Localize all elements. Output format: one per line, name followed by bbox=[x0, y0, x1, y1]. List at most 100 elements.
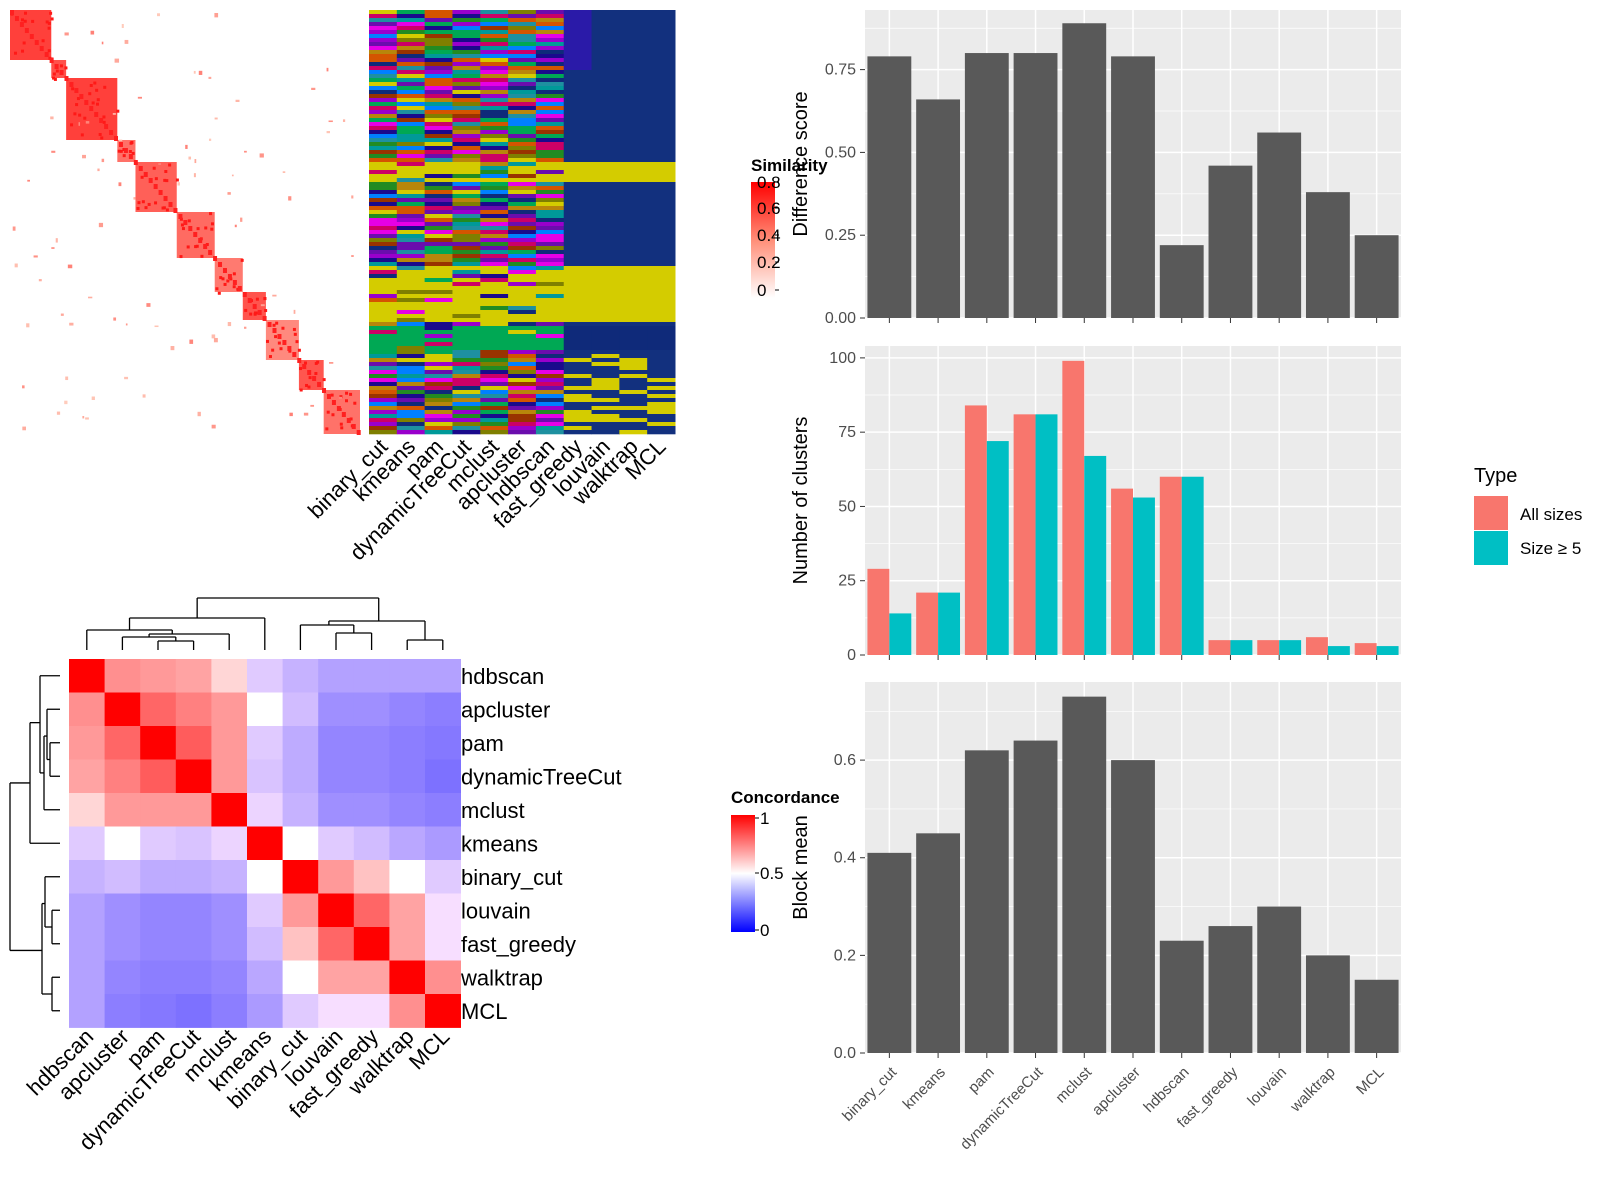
memb-cell bbox=[452, 210, 481, 215]
memb-cell bbox=[508, 166, 537, 171]
memb-cell bbox=[647, 326, 676, 331]
memb-cell bbox=[508, 266, 537, 271]
memb-cell bbox=[508, 250, 537, 255]
memb-cell bbox=[452, 318, 481, 323]
memb-cell bbox=[452, 74, 481, 79]
memb-cell bbox=[508, 342, 537, 347]
memb-cell bbox=[396, 142, 426, 147]
memb-cell bbox=[396, 230, 426, 235]
memb-cell bbox=[563, 78, 593, 83]
memb-cell bbox=[452, 190, 481, 195]
bar-size-ge5 bbox=[889, 613, 912, 655]
concordance-cell bbox=[425, 692, 461, 727]
memb-cell bbox=[369, 74, 398, 79]
memb-cell bbox=[369, 86, 398, 91]
memb-cell bbox=[396, 282, 426, 287]
sim-speck bbox=[240, 217, 243, 222]
memb-cell bbox=[647, 366, 676, 371]
memb-cell bbox=[424, 10, 453, 15]
memb-cell bbox=[369, 374, 398, 379]
memb-cell bbox=[424, 106, 453, 111]
memb-cell bbox=[619, 178, 648, 183]
sim-tick-label: 0 bbox=[757, 281, 766, 300]
memb-cell bbox=[480, 10, 509, 15]
memb-cell bbox=[563, 118, 593, 123]
memb-cell bbox=[591, 370, 620, 375]
sim-speck bbox=[88, 92, 92, 96]
sim-speck bbox=[31, 19, 35, 23]
memb-cell bbox=[535, 246, 565, 251]
concordance-cell bbox=[282, 994, 319, 1028]
concordance-cell bbox=[425, 860, 461, 894]
memb-cell bbox=[508, 206, 537, 211]
sim-speck bbox=[214, 12, 219, 18]
memb-cell bbox=[508, 330, 537, 335]
sim-diag bbox=[158, 190, 163, 195]
memb-cell bbox=[591, 130, 620, 135]
memb-cell bbox=[369, 346, 398, 351]
sim-speck bbox=[277, 341, 281, 345]
bar-size-ge5 bbox=[1279, 640, 1302, 655]
memb-cell bbox=[619, 78, 648, 83]
memb-cell bbox=[591, 118, 620, 123]
memb-cell bbox=[508, 302, 537, 307]
y-tick-label: 0.00 bbox=[825, 310, 856, 327]
memb-cell bbox=[396, 378, 426, 383]
memb-cell bbox=[424, 278, 453, 283]
sim-speck bbox=[232, 285, 236, 289]
sim-speck bbox=[96, 98, 100, 102]
sim-speck bbox=[215, 287, 219, 291]
memb-cell bbox=[591, 134, 620, 139]
memb-cell bbox=[452, 198, 481, 203]
memb-cell bbox=[424, 350, 453, 355]
memb-cell bbox=[535, 402, 565, 407]
memb-cell bbox=[480, 86, 509, 91]
concordance-cell bbox=[389, 759, 426, 794]
concordance-cell bbox=[211, 659, 248, 693]
memb-cell bbox=[563, 346, 593, 351]
memb-cell bbox=[619, 246, 648, 251]
memb-cell bbox=[563, 262, 593, 267]
memb-cell bbox=[369, 218, 398, 223]
concordance-cell bbox=[211, 759, 248, 794]
sim-speck bbox=[223, 282, 227, 286]
bar-all-sizes bbox=[1013, 414, 1036, 655]
sim-speck bbox=[95, 88, 99, 92]
memb-cell bbox=[591, 358, 620, 363]
memb-cell bbox=[508, 18, 537, 23]
memb-cell bbox=[619, 418, 648, 423]
concordance-cell bbox=[389, 793, 426, 827]
memb-cell bbox=[619, 422, 648, 427]
memb-cell bbox=[369, 238, 398, 243]
memb-cell bbox=[647, 350, 676, 355]
memb-cell bbox=[591, 326, 620, 331]
memb-cell bbox=[424, 242, 453, 247]
memb-cell bbox=[424, 318, 453, 323]
sim-diag bbox=[89, 106, 94, 111]
memb-cell bbox=[591, 74, 620, 79]
memb-cell bbox=[480, 182, 509, 187]
memb-cell bbox=[535, 194, 565, 199]
memb-cell bbox=[535, 118, 565, 123]
sim-speck bbox=[23, 19, 27, 23]
memb-cell bbox=[452, 338, 481, 343]
memb-cell bbox=[369, 370, 398, 375]
sim-speck bbox=[27, 179, 30, 182]
bar-size-ge5 bbox=[1035, 414, 1058, 655]
memb-cell bbox=[369, 270, 398, 275]
sim-diag bbox=[123, 148, 128, 153]
memb-cell bbox=[563, 294, 593, 299]
sim-diag bbox=[84, 100, 89, 105]
conc-tick-label: 0 bbox=[760, 921, 769, 940]
memb-cell bbox=[452, 250, 481, 255]
memb-cell bbox=[396, 206, 426, 211]
memb-cell bbox=[424, 218, 453, 223]
sim-speck bbox=[195, 244, 199, 248]
concordance-cell bbox=[282, 726, 319, 760]
sim-diag bbox=[148, 178, 153, 183]
concordance-cell bbox=[389, 860, 426, 894]
memb-cell bbox=[508, 178, 537, 183]
sim-speck bbox=[131, 151, 135, 155]
sim-speck bbox=[204, 226, 208, 230]
memb-cell bbox=[619, 378, 648, 383]
